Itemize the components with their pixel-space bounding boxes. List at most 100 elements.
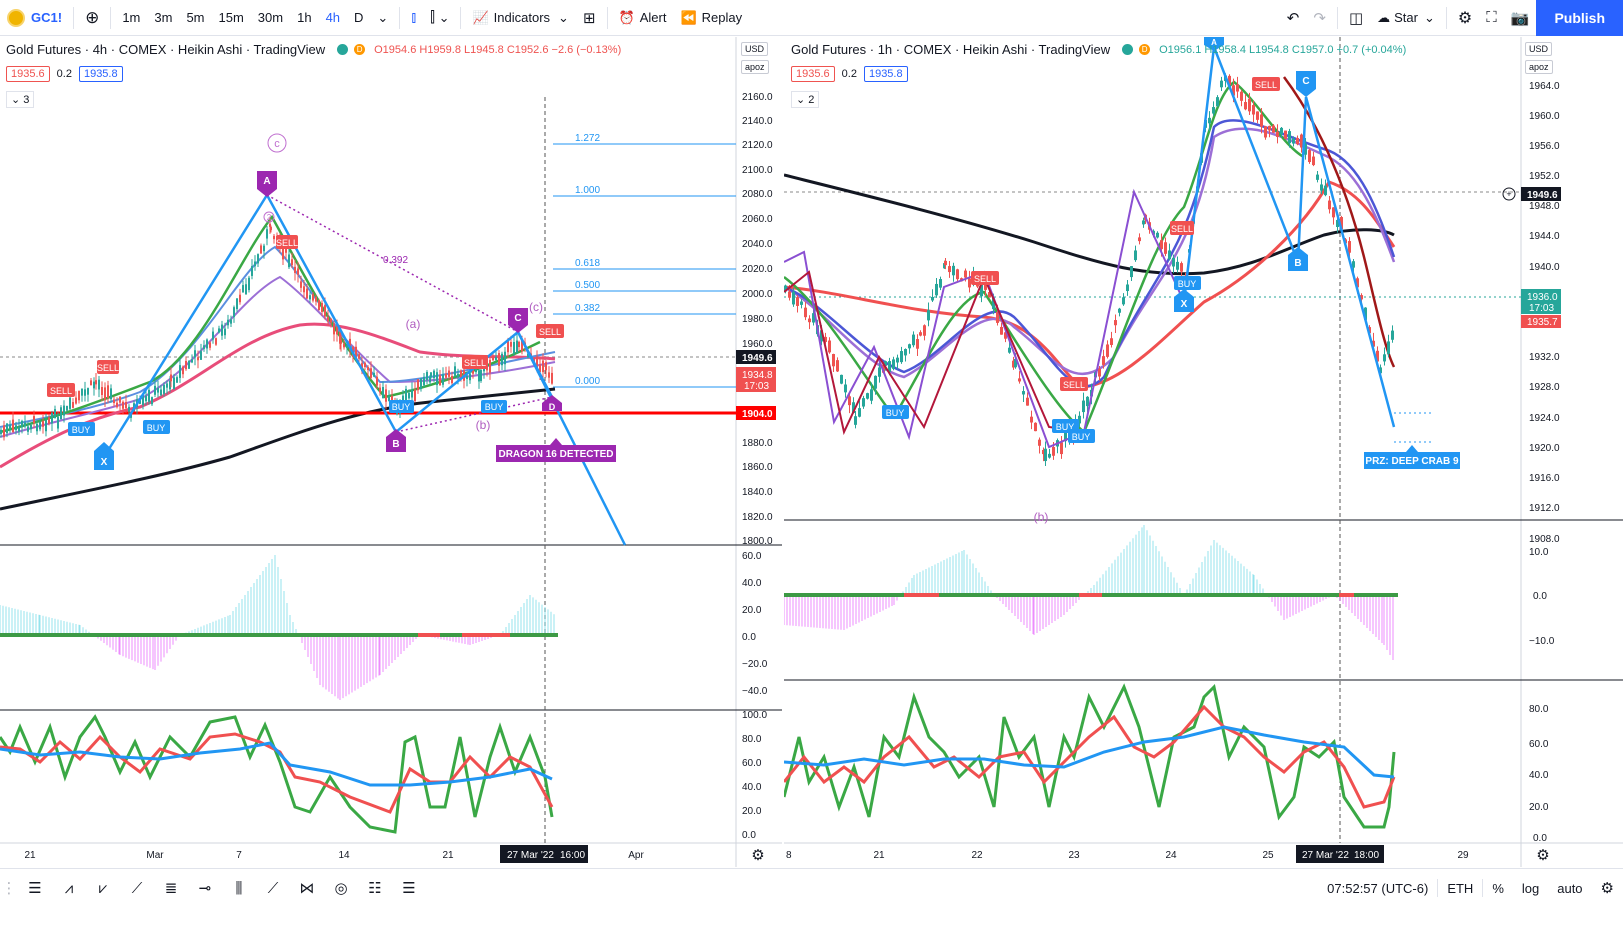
clock-display[interactable]: 07:52:57 (UTC-6) [1327, 880, 1429, 896]
right-chart-title[interactable]: Gold Futures · 1h · COMEX · Heikin Ashi … [791, 42, 1111, 57]
interval-d[interactable]: D [354, 10, 364, 25]
left-time-axis[interactable]: 21 Mar 7 14 21 Apr 27 Mar '22 16:00 ⚙ [24, 845, 765, 864]
symbol-search[interactable]: GC1! [0, 0, 69, 36]
signal-buy[interactable]: BUY [143, 420, 170, 434]
gear-icon[interactable]: ⚙ [1536, 847, 1549, 864]
signal-buy[interactable]: BUY [882, 405, 909, 419]
candle [429, 376, 431, 383]
interval-1h[interactable]: 1h [297, 10, 312, 25]
interval-3m[interactable]: 3m [154, 10, 173, 25]
right-chart-canvas[interactable]: X A B C SELL SELL SELL SELL BUY BUY BUY … [784, 37, 1623, 867]
horizontal-line-tool[interactable]: ⊸ [188, 873, 222, 903]
signal-buy[interactable]: BUY [481, 400, 507, 413]
signal-buy[interactable]: BUY [389, 400, 414, 413]
pattern-point-x[interactable]: X [1174, 289, 1194, 312]
drag-handle[interactable]: ⋮ [1, 880, 17, 897]
signal-sell[interactable]: SELL [276, 235, 298, 249]
pattern-point-b[interactable]: B [1288, 247, 1308, 271]
gear-icon[interactable]: ⚙ [751, 847, 764, 864]
trend-line-tool[interactable]: ⟋ [120, 873, 154, 903]
scale-tag[interactable]: apoz [741, 60, 769, 74]
signal-sell[interactable]: SELL [536, 324, 564, 338]
xabcd-tool[interactable]: ⩘ [52, 873, 86, 903]
dragon-pattern-label[interactable]: DRAGON 16 DETECTED [496, 438, 616, 462]
signal-buy[interactable]: BUY [68, 422, 95, 436]
pattern-point-d[interactable]: D [542, 395, 562, 412]
signal-buy[interactable]: BUY [1174, 276, 1201, 290]
settings-button[interactable]: ⚙ [1600, 880, 1614, 897]
pattern-point-a[interactable]: A [1204, 37, 1224, 51]
add-price-alert-icon[interactable] [1502, 187, 1516, 201]
signal-sell[interactable]: SELL [97, 360, 119, 374]
pattern-point-b[interactable]: B [386, 429, 406, 452]
left-legend[interactable]: Gold Futures · 4h · COMEX · Heikin Ashi … [6, 42, 621, 57]
signal-buy[interactable]: BUY [1068, 429, 1095, 443]
auto-toggle[interactable]: auto [1557, 880, 1583, 896]
prz-label[interactable]: PRZ: DEEP CRAB 9 [1364, 445, 1460, 469]
pattern-point-c[interactable]: C [1296, 71, 1316, 97]
session-toggle[interactable]: ETH [1447, 880, 1474, 896]
left-chart-canvas[interactable]: 1.272 1.000 0.618 0.500 0.382 0.000 X A … [0, 37, 782, 867]
currency-selector[interactable]: USD [741, 42, 769, 56]
candles-tool[interactable]: ⫼ [222, 873, 256, 903]
fullscreen-button[interactable]: ⛶ [1479, 0, 1504, 36]
right-time-axis[interactable]: 8 21 22 23 24 25 29 27 Mar '22 18:00 ⚙ [786, 845, 1550, 864]
buy-button[interactable]: 1935.8 [78, 66, 123, 82]
replay-button[interactable]: ⏪ Replay [673, 0, 749, 36]
right-indicators-toggle[interactable]: ⌄ 2 [791, 91, 820, 108]
right-price-scale[interactable] [1521, 37, 1623, 867]
pattern-point-c[interactable]: C [508, 308, 528, 333]
interval-5m[interactable]: 5m [186, 10, 205, 25]
candle [878, 367, 881, 377]
snapshot-button[interactable]: 📷 [1504, 0, 1537, 36]
sell-button[interactable]: 1935.6 [6, 66, 50, 82]
buy-button[interactable]: 1935.8 [863, 66, 908, 82]
scale-tag[interactable]: apoz [1525, 60, 1553, 74]
right-chart[interactable]: X A B C SELL SELL SELL SELL BUY BUY BUY … [784, 37, 1623, 867]
interval-30m[interactable]: 30m [257, 10, 284, 25]
bar-style-button[interactable]: ⫾ [404, 0, 423, 36]
symbol-name[interactable]: GC1! [31, 10, 63, 25]
signal-sell[interactable]: SELL [1252, 77, 1280, 91]
left-price-scale[interactable] [736, 37, 782, 867]
signal-sell[interactable]: SELL [1060, 377, 1088, 391]
left-chart[interactable]: 1.272 1.000 0.618 0.500 0.382 0.000 X A … [0, 37, 782, 867]
interval-4h[interactable]: 4h [325, 10, 341, 25]
fib-tool[interactable]: ≣ [154, 873, 188, 903]
ray-tool[interactable]: ⟋ [256, 873, 290, 903]
signal-sell[interactable]: SELL [462, 355, 488, 369]
currency-selector[interactable]: USD [1525, 42, 1553, 56]
signal-sell[interactable]: SELL [47, 383, 75, 397]
indicators-button[interactable]: 📈 Indicators ⌄ [465, 0, 575, 36]
templates-button[interactable]: ⊞ [576, 0, 603, 36]
signal-sell[interactable]: SELL [1170, 221, 1194, 235]
pattern-point-a[interactable]: A [257, 171, 277, 197]
redo-button[interactable]: ↷ [1306, 0, 1333, 36]
candle [451, 375, 453, 384]
layout-button[interactable]: ◫ [1342, 0, 1370, 36]
star-layout-button[interactable]: ☁ Star ⌄ [1370, 0, 1442, 36]
left-chart-title[interactable]: Gold Futures · 4h · COMEX · Heikin Ashi … [6, 42, 326, 57]
add-symbol-button[interactable]: ⊕ [78, 0, 106, 36]
signal-sell[interactable]: SELL [971, 271, 999, 285]
settings-list-tool[interactable]: ☰ [392, 873, 426, 903]
interval-dropdown[interactable]: ⌄ [370, 0, 395, 36]
left-indicators-toggle[interactable]: ⌄ 3 [6, 91, 35, 108]
pattern-tool[interactable]: ⋈ [290, 873, 324, 903]
log-toggle[interactable]: log [1521, 880, 1540, 896]
interval-1m[interactable]: 1m [122, 10, 141, 25]
undo-button[interactable]: ↶ [1280, 0, 1307, 36]
sell-button[interactable]: 1935.6 [791, 66, 835, 82]
position-tool[interactable]: ☷ [358, 873, 392, 903]
gann-tool[interactable]: ◎ [324, 873, 358, 903]
right-legend[interactable]: Gold Futures · 1h · COMEX · Heikin Ashi … [791, 42, 1406, 57]
elliott-wave-tool[interactable]: ⩗ [86, 873, 120, 903]
publish-button[interactable]: Publish [1536, 0, 1623, 36]
interval-15m[interactable]: 15m [218, 10, 244, 25]
alert-button[interactable]: ⏰ Alert [612, 0, 674, 36]
menu-tool[interactable]: ☰ [18, 873, 52, 903]
chart-type-button[interactable]: ⫿ ⌄ [423, 0, 456, 36]
pattern-point-x[interactable]: X [94, 442, 114, 470]
percent-toggle[interactable]: % [1492, 880, 1504, 896]
settings-button[interactable]: ⚙ [1451, 0, 1479, 36]
